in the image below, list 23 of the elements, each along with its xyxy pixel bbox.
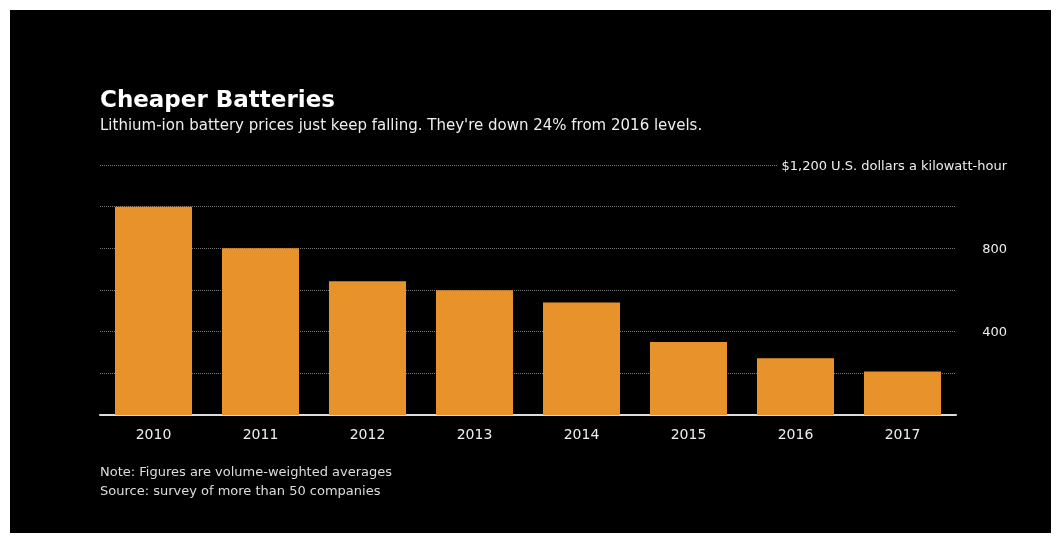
bar [114,206,193,415]
bar [328,281,407,415]
x-tick-label: 2010 [135,426,172,442]
x-tick-label: 2016 [777,426,814,442]
x-tick-label: 2017 [884,426,921,442]
bar [649,342,728,415]
bar [221,248,300,415]
x-tick-label: 2011 [242,426,279,442]
bar [542,302,621,415]
y-tick-label: 800 [982,240,1007,256]
bar [435,290,514,415]
x-tick-label: 2012 [349,426,386,442]
chart-title: Cheaper Batteries [100,86,335,112]
source-note: Source: survey of more than 50 companies [100,482,382,500]
chart-subtitle: Lithium-ion battery prices just keep falling. They're down 24% from 2016 levels. [100,116,703,134]
x-tick-label: 2013 [456,426,493,442]
x-tick-label: 2014 [563,426,600,442]
bar [863,371,942,415]
text: Note: Figures are volume-weighted averages [100,463,393,481]
x-tick-label: 2015 [670,426,707,442]
y-tick-label: 400 [982,324,1007,340]
y-tick-label: $1,200 U.S. dollars a kilowatt-hour [781,157,1008,173]
bar [756,358,835,415]
